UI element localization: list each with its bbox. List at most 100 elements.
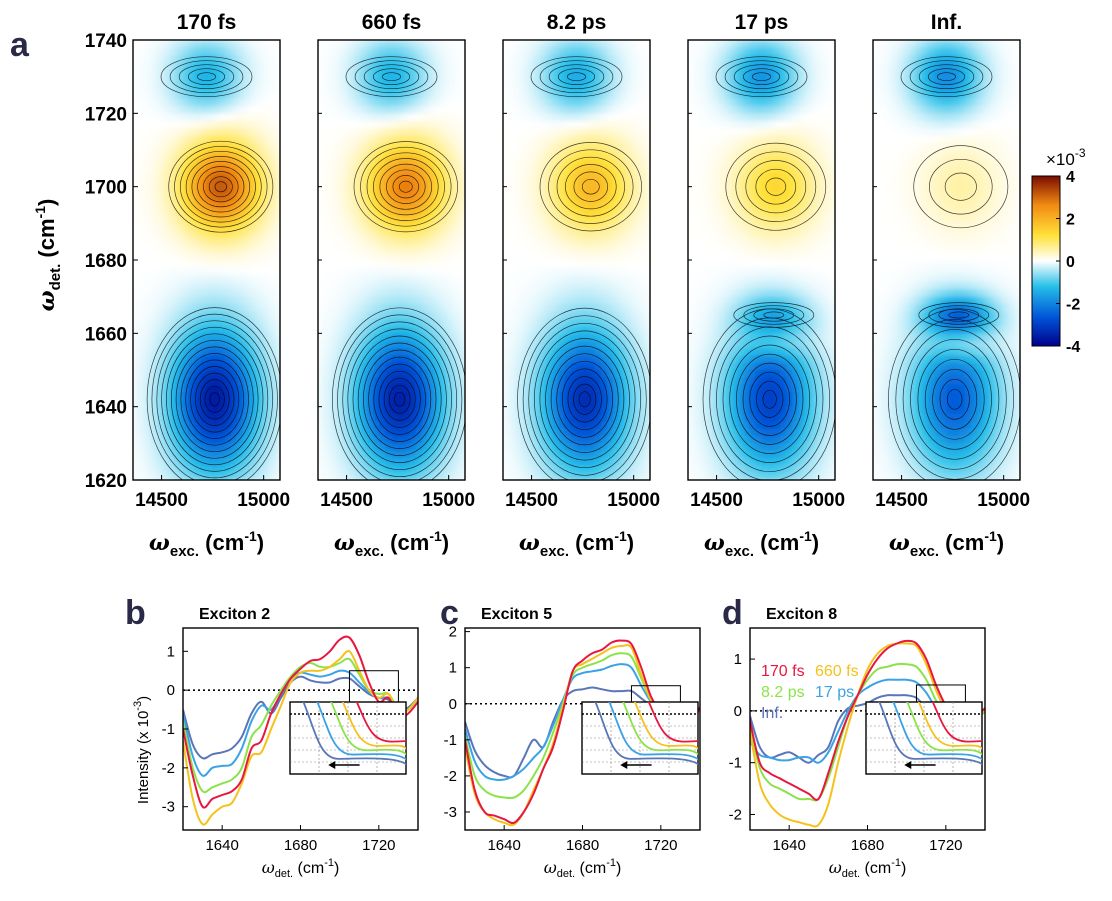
y-tick-label: 0	[449, 696, 457, 713]
colorbar-tick-label: 2	[1066, 212, 1075, 229]
y-tick-label: 1700	[85, 178, 127, 199]
shift-arrowhead	[620, 761, 628, 769]
legend: 170 fs 660 fs 8.2 ps 17 ps Inf.	[761, 663, 859, 722]
x-tick-label: 1720	[362, 837, 395, 854]
x-tick-label: 15000	[977, 490, 1030, 511]
y-tick-label: -2	[444, 768, 457, 785]
zoom-inset	[581, 701, 699, 775]
series-line	[183, 650, 418, 826]
x-tick-label: 1680	[851, 837, 884, 854]
line-y-axis-label: Intensity (x 10-3)	[132, 696, 152, 804]
heatmap-time-label: Inf.	[931, 11, 963, 34]
heatmap-panel: 170 fs 14500 15000 ωexc. (cm-1) 1620 1640 1660…	[85, 11, 290, 560]
x-tick-label: 14500	[505, 490, 558, 511]
x-tick-label: 1640	[487, 837, 520, 854]
heatmap-time-label: 8.2 ps	[547, 11, 607, 34]
y-tick-label: 1	[734, 651, 742, 668]
heatmap-x-axis-label: ωexc. (cm-1)	[889, 528, 1004, 560]
y-tick-label: -1	[729, 755, 742, 772]
legend-entry-17ps: 17 ps	[815, 684, 854, 701]
y-tick-label: 0	[734, 703, 742, 720]
x-tick-label: 15000	[792, 490, 845, 511]
heatmap-panels: 170 fs 14500 15000 ωexc. (cm-1) 1620 1640 1660…	[85, 11, 1030, 560]
inset-series-line	[633, 702, 698, 750]
line-plot-panel: Exciton 5 1640 1680 1720 -3 -2 -1 0 1 2 ωdet. (cm-…	[444, 606, 701, 880]
heatmap-panel: 8.2 ps 14500 15000 ωexc. (cm-1)	[502, 11, 660, 560]
x-tick-label: 1640	[205, 837, 238, 854]
shift-arrowhead	[328, 761, 336, 769]
x-tick-label: 14500	[875, 490, 928, 511]
inset-series-line	[330, 702, 406, 756]
heatmap-cells	[873, 40, 1020, 480]
inset-series-line	[355, 702, 406, 743]
panel-label-a: a	[10, 26, 30, 64]
colorbar-gradient	[1031, 175, 1061, 347]
y-tick-label: -3	[444, 804, 457, 821]
x-tick-label: 1680	[284, 837, 317, 854]
y-tick-label: -1	[444, 732, 457, 749]
x-tick-label: 1640	[772, 837, 805, 854]
heatmap-cells	[133, 40, 280, 480]
colorbar-exponent: ×10-3	[1046, 146, 1086, 169]
heatmap-cells	[503, 40, 650, 480]
y-tick-label: 1720	[85, 104, 127, 125]
x-tick-label: 1720	[644, 837, 677, 854]
y-tick-label: 1	[167, 643, 175, 660]
y-tick-label: 2	[449, 624, 457, 641]
zoom-inset	[865, 701, 983, 775]
inset-series-line	[931, 702, 982, 743]
x-tick-label: 1720	[929, 837, 962, 854]
heatmap-time-label: 170 fs	[177, 11, 237, 34]
inset-series-line	[917, 702, 982, 750]
heatmap-panel: 660 fs 14500 15000 ωexc. (cm-1)	[317, 11, 475, 560]
contour-lines	[331, 56, 465, 480]
contour-lines	[517, 56, 650, 480]
y-tick-label: -2	[162, 760, 175, 777]
x-tick-label: 15000	[422, 490, 475, 511]
legend-entry-8.2ps: 8.2 ps	[761, 684, 805, 701]
heatmap-panel: Inf. 14500 15000 ωexc. (cm-1)	[872, 11, 1030, 560]
heatmap-cells	[688, 40, 835, 480]
y-tick-label: 1640	[85, 398, 127, 419]
inset-series-line	[878, 702, 982, 766]
heatmap-x-axis-label: ωexc. (cm-1)	[149, 528, 264, 560]
inset-series-line	[622, 702, 698, 756]
y-tick-label: -3	[162, 799, 175, 816]
y-tick-label: 1660	[85, 324, 127, 345]
inset-series-line	[647, 702, 698, 743]
y-tick-label: 1680	[85, 251, 127, 272]
line-plot-x-label: ωdet. (cm-1)	[829, 857, 907, 880]
heatmap-y-axis-label: ωdet. (cm-1)	[32, 199, 64, 312]
inset-series-line	[594, 702, 698, 766]
x-tick-label: 15000	[237, 490, 290, 511]
x-tick-label: 1680	[566, 837, 599, 854]
line-plot-panels: Exciton 2 1640 1680 1720 -3 -2 -1 0 1 ωdet. (cm-1…	[162, 606, 986, 880]
series-line	[183, 657, 418, 794]
y-tick-label: -1	[162, 721, 175, 738]
heatmap-x-axis-label: ωexc. (cm-1)	[334, 528, 449, 560]
line-plot-panel: Exciton 8 1640 1680 1720 -2 -1 0 1 ωdet. (cm-1)	[729, 606, 986, 880]
x-tick-label: 14500	[690, 490, 743, 511]
inset-series-line	[608, 702, 698, 761]
colorbar-tick-label: 0	[1066, 254, 1075, 271]
y-tick-label: -2	[729, 806, 742, 823]
line-plot-panel: Exciton 2 1640 1680 1720 -3 -2 -1 0 1 ωdet. (cm-1…	[162, 606, 419, 880]
colorbar-tick-label: -4	[1066, 339, 1080, 356]
inset-series-line	[906, 702, 982, 756]
x-tick-label: 14500	[320, 490, 373, 511]
heatmap-x-axis-label: ωexc. (cm-1)	[704, 528, 819, 560]
colorbar-tick-label: 4	[1066, 169, 1075, 186]
legend-entry-inf: Inf.	[761, 705, 783, 722]
line-plot-x-label: ωdet. (cm-1)	[544, 857, 622, 880]
y-tick-label: 1620	[85, 471, 127, 492]
inset-series-line	[341, 702, 406, 750]
inset-series-line	[316, 702, 406, 761]
x-tick-label: 14500	[135, 490, 188, 511]
line-plot-title: Exciton 8	[766, 606, 837, 623]
heatmap-time-label: 660 fs	[362, 11, 422, 34]
panel-label-c: c	[440, 594, 459, 632]
heatmap-x-axis-label: ωexc. (cm-1)	[519, 528, 634, 560]
colorbar-tick-label: -2	[1066, 297, 1080, 314]
colorbar-ticks: 4 2 0 -2 -4	[1056, 169, 1080, 356]
